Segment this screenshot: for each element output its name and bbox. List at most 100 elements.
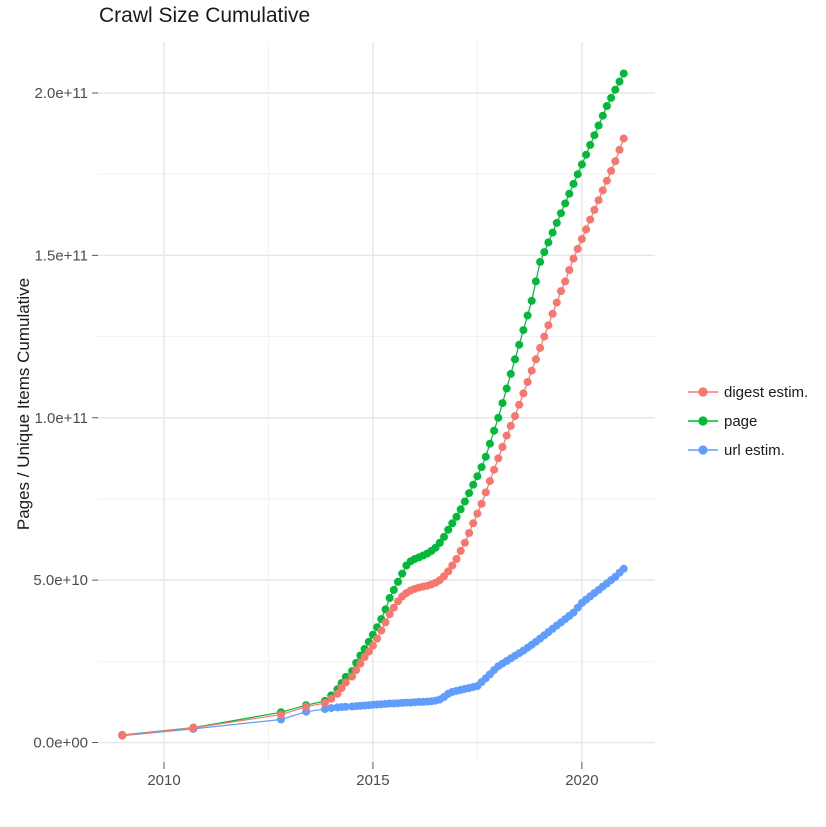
series-point-page [586, 140, 595, 149]
series-point-digest-estim [364, 647, 373, 656]
series-point-page [452, 512, 461, 521]
series-point-digest-estim [460, 538, 469, 547]
series-point-url-estim [320, 705, 329, 714]
series-point-page [498, 399, 507, 408]
series-point-page [552, 218, 561, 227]
chart-title: Crawl Size Cumulative [99, 4, 311, 27]
series-point-page [557, 209, 565, 218]
series-point-digest-estim [341, 678, 350, 687]
series-point-digest-estim [389, 603, 398, 612]
series-point-page [477, 463, 486, 472]
series-point-page [569, 179, 578, 188]
series-point-page [494, 413, 503, 422]
series-point-digest-estim [611, 157, 620, 166]
series-point-digest-estim [619, 134, 628, 143]
series-point-digest-estim [565, 266, 574, 274]
series-point-page [602, 102, 611, 110]
series-point-digest-estim [456, 546, 465, 555]
series-point-digest-estim [577, 235, 586, 244]
series-point-page [561, 199, 570, 208]
series-point-digest-estim [320, 698, 329, 707]
series-point-page [444, 525, 453, 534]
series-point-page [465, 489, 474, 498]
series-point-digest-estim [586, 215, 595, 224]
series-point-page [502, 384, 511, 393]
series-point-url-estim [341, 702, 350, 711]
series-point-digest-estim [548, 309, 557, 318]
series-point-digest-estim [573, 244, 582, 253]
series-point-url-estim [619, 564, 628, 573]
series-point-digest-estim [368, 641, 377, 650]
series-point-digest-estim [360, 653, 369, 662]
series-point-digest-estim [477, 499, 486, 508]
series-point-page [398, 569, 407, 578]
series-point-digest-estim [277, 710, 285, 719]
series-point-page [506, 369, 515, 378]
legend: digest estim. page url estim. [687, 384, 808, 471]
series-point-page [440, 532, 448, 541]
legend-key-digest-icon [688, 387, 718, 397]
series-point-page [485, 439, 494, 448]
series-point-digest-estim [506, 421, 515, 430]
y-tick-label: 0.0e+00 [33, 735, 88, 752]
series-point-digest-estim [189, 723, 198, 732]
series-point-page [619, 69, 628, 78]
series-point-page [590, 131, 599, 140]
series-point-digest-estim [607, 166, 616, 175]
series-point-digest-estim [523, 378, 532, 386]
series-point-page [615, 77, 624, 86]
series-point-page [481, 452, 490, 461]
x-tick-label: 2020 [565, 772, 598, 789]
series-point-digest-estim [590, 205, 599, 214]
series-point-digest-estim [327, 694, 336, 703]
series-point-digest-estim [448, 561, 457, 570]
series-point-digest-estim [598, 186, 607, 195]
series-point-page [523, 311, 532, 320]
series-point-page [607, 93, 616, 102]
series-point-digest-estim [352, 666, 361, 675]
series-point-digest-estim [498, 443, 507, 451]
series-point-page [577, 160, 586, 169]
series-point-page [527, 296, 536, 305]
series-point-page [611, 85, 620, 94]
legend-key-page-icon [688, 416, 718, 426]
series-point-digest-estim [356, 659, 365, 668]
series-point-page [490, 426, 499, 435]
series-point-digest-estim [602, 176, 611, 185]
series-point-page [548, 228, 557, 237]
series-point-digest-estim [494, 454, 503, 463]
series-point-page [473, 472, 482, 481]
series-point-digest-estim [473, 509, 482, 518]
series-point-page [573, 170, 582, 179]
series-point-digest-estim [452, 555, 461, 563]
series-point-digest-estim [594, 196, 603, 205]
series-point-digest-estim [515, 400, 524, 409]
series-point-digest-estim [385, 610, 394, 619]
legend-label-page: page [724, 412, 758, 430]
series-point-digest-estim [333, 689, 342, 698]
series-point-page [456, 505, 465, 514]
series-point-digest-estim [302, 702, 311, 711]
series-point-digest-estim [381, 618, 390, 627]
series-point-digest-estim [465, 529, 474, 537]
series-point-page [540, 248, 549, 257]
series-point-page [469, 480, 478, 489]
legend-item-digest-estim: digest estim. [687, 384, 808, 401]
series-point-digest-estim [490, 465, 499, 474]
series-point-digest-estim [118, 731, 127, 740]
legend-item-page: page [687, 412, 808, 430]
series-point-digest-estim [481, 488, 490, 497]
series-point-digest-estim [536, 343, 545, 352]
series-point-page [389, 585, 398, 594]
legend-label-url-estim: url estim. [724, 441, 785, 459]
legend-key-url-icon [688, 445, 718, 455]
series-point-digest-estim [557, 287, 565, 296]
series-point-digest-estim [582, 225, 591, 234]
legend-item-url-estim: url estim. [687, 441, 808, 459]
y-tick-label: 1.5e+11 [34, 247, 88, 264]
series-point-digest-estim [561, 277, 570, 286]
series-point-digest-estim [444, 567, 453, 576]
series-point-url-estim [327, 704, 336, 713]
series-point-digest-estim [502, 431, 511, 440]
